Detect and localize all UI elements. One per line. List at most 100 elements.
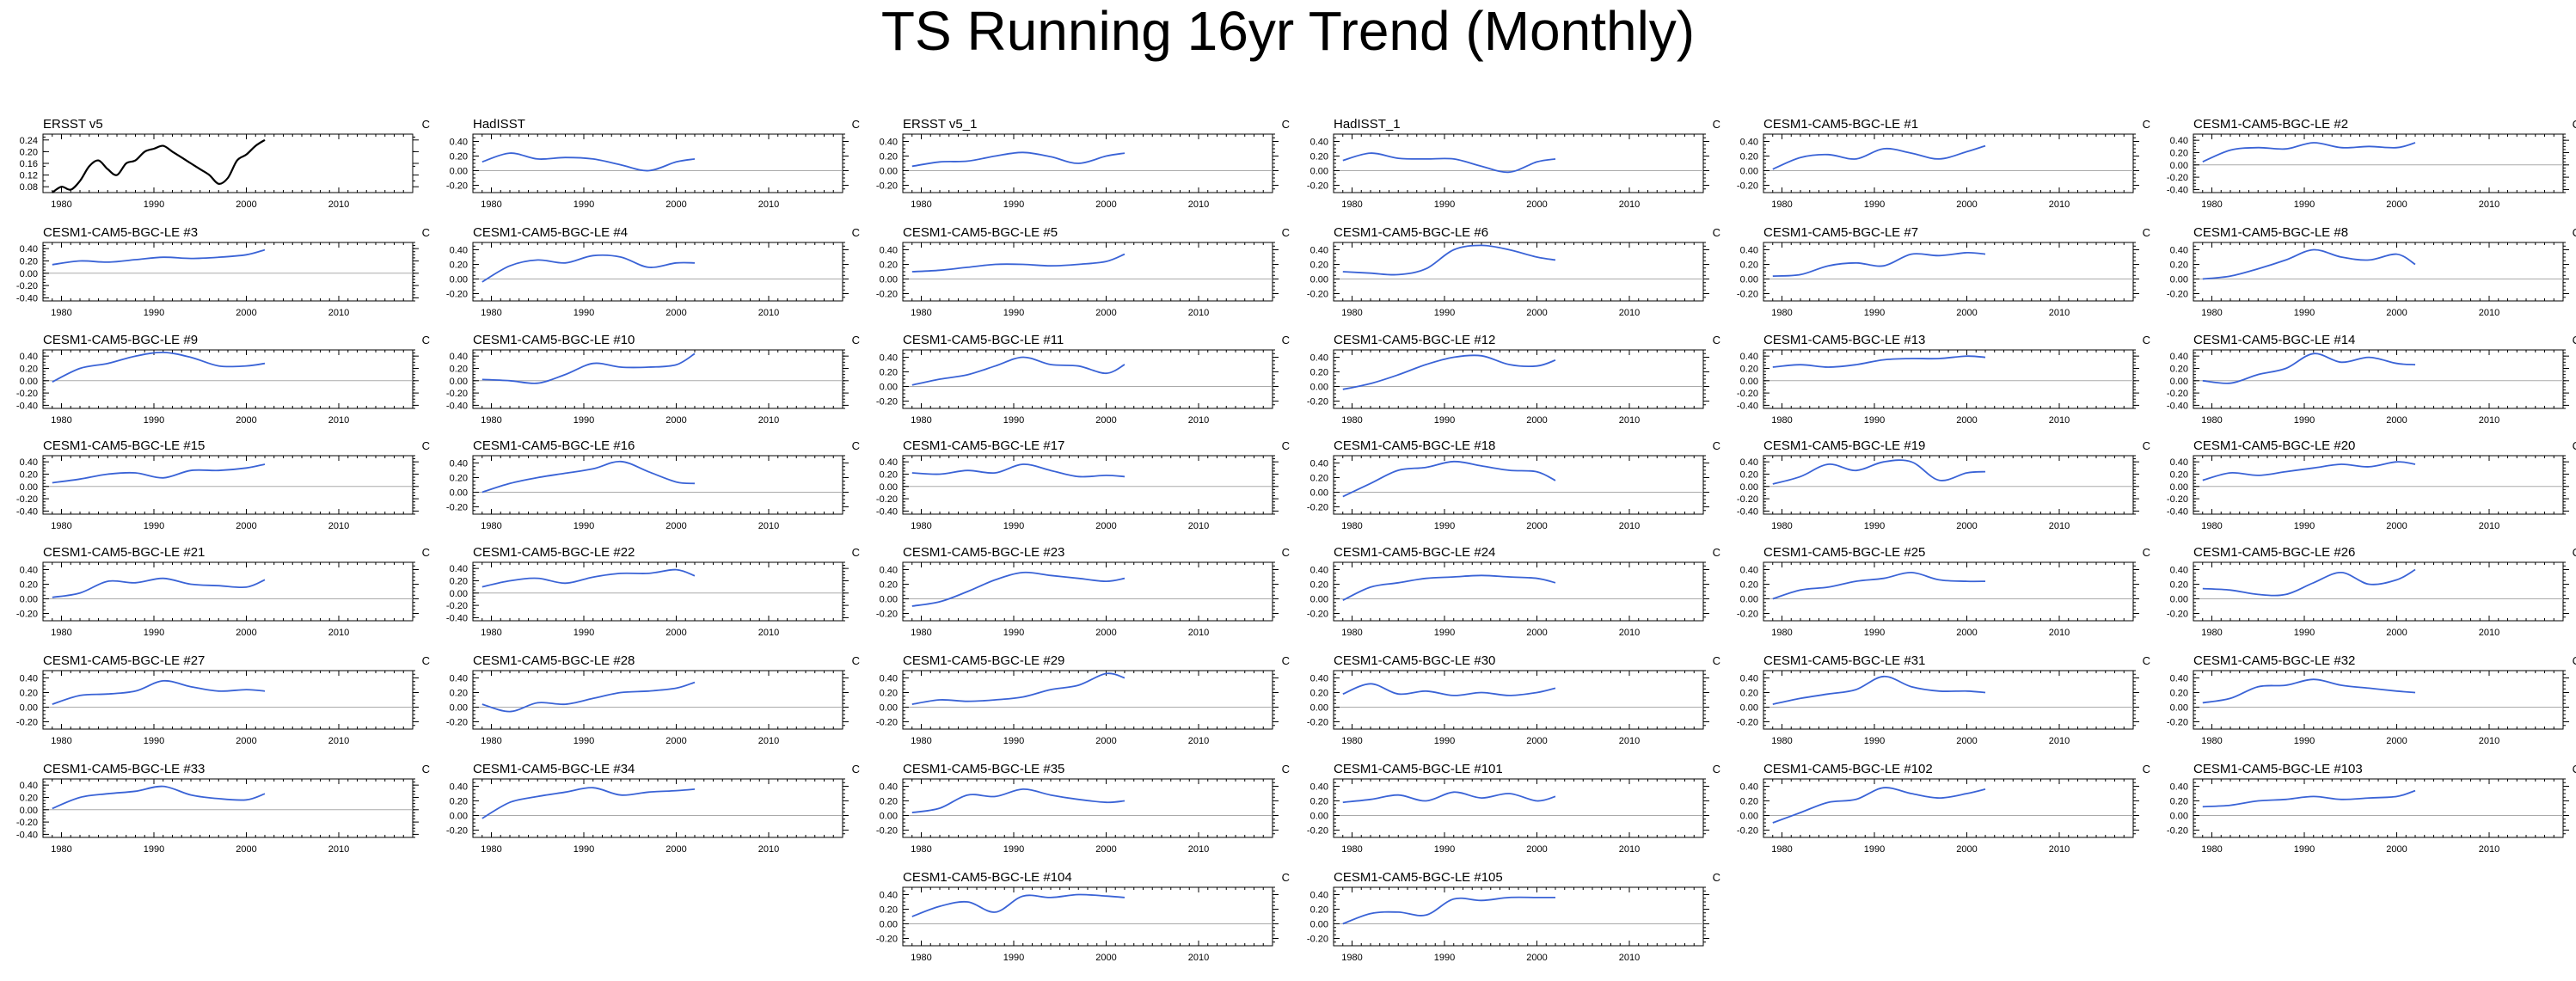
chart-panel: CESM1-CAM5-BGC-LE #8 C 0.40 0.20 0.00 -0.20 19… xyxy=(2167,225,2576,318)
panel-title: CESM1-CAM5-BGC-LE #4 xyxy=(473,225,628,240)
x-tick-label: 2000 xyxy=(1095,736,1116,746)
series-line xyxy=(481,568,696,588)
chart-panel: CESM1-CAM5-BGC-LE #16 C 0.40 0.20 0.00 -0.20 1… xyxy=(446,438,860,531)
x-tick-label: 2010 xyxy=(1188,199,1209,210)
panel-title: CESM1-CAM5-BGC-LE #33 xyxy=(43,762,205,776)
y-tick-label: 0.40 xyxy=(20,244,38,254)
x-tick-label: 1990 xyxy=(1003,628,1024,638)
y-tick-label: 0.20 xyxy=(20,147,38,157)
y-tick-label: -0.40 xyxy=(16,506,38,517)
x-tick-label: 2000 xyxy=(1956,521,1977,531)
y-tick-label: -0.20 xyxy=(16,718,38,728)
x-tick-label: 2010 xyxy=(1188,736,1209,746)
series-line xyxy=(2202,248,2416,280)
x-tick-label: 1980 xyxy=(1771,521,1792,531)
series-line xyxy=(52,138,266,193)
y-tick-label: 0.20 xyxy=(1310,368,1328,378)
x-tick-label: 2010 xyxy=(1188,628,1209,638)
y-tick-label: 0.40 xyxy=(20,352,38,362)
x-tick-label: 2000 xyxy=(1526,199,1547,210)
panel-title: CESM1-CAM5-BGC-LE #21 xyxy=(43,545,205,560)
x-tick-label: 1980 xyxy=(911,736,931,746)
y-tick-label: 0.40 xyxy=(20,781,38,791)
panel-title: CESM1-CAM5-BGC-LE #17 xyxy=(903,438,1064,453)
x-tick-label: 1990 xyxy=(144,308,164,318)
x-tick-label: 1990 xyxy=(144,521,164,531)
y-tick-label: -0.20 xyxy=(876,718,898,728)
y-tick-label: 0.40 xyxy=(1740,246,1758,256)
x-tick-label: 2010 xyxy=(2049,308,2070,318)
y-tick-label: 0.00 xyxy=(2170,703,2188,714)
panel-title: CESM1-CAM5-BGC-LE #10 xyxy=(473,333,635,347)
y-tick-label: 0.12 xyxy=(20,171,38,181)
series-line xyxy=(1772,675,1986,705)
y-tick-label: 0.20 xyxy=(450,364,468,374)
panel-title: CESM1-CAM5-BGC-LE #7 xyxy=(1763,225,1918,240)
x-tick-label: 2000 xyxy=(665,308,686,318)
x-tick-label: 1980 xyxy=(481,308,501,318)
y-tick-label: -0.40 xyxy=(2167,185,2188,195)
units-label: C xyxy=(2573,546,2576,559)
x-tick-label: 1990 xyxy=(1434,736,1455,746)
x-tick-label: 1980 xyxy=(51,844,71,855)
series-line xyxy=(2202,142,2416,163)
plot-frame xyxy=(1333,133,1704,193)
panel-title: CESM1-CAM5-BGC-LE #5 xyxy=(903,225,1058,240)
x-tick-label: 2000 xyxy=(236,521,256,531)
y-tick-label: 0.40 xyxy=(1310,246,1328,256)
units-label: C xyxy=(2573,226,2576,239)
units-label: C xyxy=(1713,546,1720,559)
y-tick-label: -0.20 xyxy=(16,818,38,828)
y-tick-label: -0.40 xyxy=(876,506,898,517)
plot-frame xyxy=(1763,561,2134,622)
x-tick-label: 2000 xyxy=(236,308,256,318)
y-tick-label: 0.20 xyxy=(880,261,898,271)
y-tick-label: 0.40 xyxy=(2170,457,2188,468)
plot-frame xyxy=(1333,349,1704,409)
y-tick-label: 0.00 xyxy=(20,806,38,816)
x-tick-label: 1980 xyxy=(2201,521,2222,531)
x-tick-label: 1980 xyxy=(2201,628,2222,638)
y-tick-label: -0.40 xyxy=(16,401,38,411)
y-tick-label: 0.00 xyxy=(1740,167,1758,177)
plot-frame xyxy=(902,242,1273,302)
x-tick-label: 1990 xyxy=(573,199,594,210)
units-label: C xyxy=(1713,654,1720,667)
y-tick-label: 0.20 xyxy=(20,256,38,267)
x-tick-label: 1980 xyxy=(51,308,71,318)
x-tick-label: 2010 xyxy=(328,199,349,210)
y-tick-label: 0.40 xyxy=(1740,138,1758,148)
series-line xyxy=(52,351,266,383)
y-tick-label: 0.40 xyxy=(880,566,898,576)
page-title: TS Running 16yr Trend (Monthly) xyxy=(880,0,1696,62)
x-tick-label: 1990 xyxy=(2294,415,2315,426)
y-tick-label: 0.20 xyxy=(880,368,898,378)
y-tick-label: 0.20 xyxy=(20,469,38,480)
y-tick-label: 0.00 xyxy=(1740,275,1758,285)
x-tick-label: 1980 xyxy=(51,199,71,210)
x-tick-label: 2000 xyxy=(665,521,686,531)
x-tick-label: 2000 xyxy=(236,844,256,855)
y-tick-label: 0.00 xyxy=(1740,703,1758,714)
x-tick-label: 1980 xyxy=(911,199,931,210)
x-tick-label: 1990 xyxy=(1003,736,1024,746)
chart-panel: CESM1-CAM5-BGC-LE #3 C 0.40 0.20 0.00 -0.20 -0… xyxy=(16,225,430,318)
chart-panel: CESM1-CAM5-BGC-LE #13 C 0.40 0.20 0.00 -0.20 -… xyxy=(1737,333,2150,426)
series-line xyxy=(1342,460,1556,498)
x-tick-label: 2000 xyxy=(2386,199,2407,210)
x-tick-label: 2000 xyxy=(665,199,686,210)
y-tick-label: 0.20 xyxy=(20,793,38,803)
chart-panel: CESM1-CAM5-BGC-LE #31 C 0.40 0.20 0.00 -0.20 1… xyxy=(1737,653,2150,746)
y-tick-label: 0.00 xyxy=(1740,482,1758,493)
units-label: C xyxy=(1713,334,1720,346)
y-tick-label: 0.00 xyxy=(1310,703,1328,714)
chart-panel: CESM1-CAM5-BGC-LE #10 C 0.40 0.20 0.00 -0.20 -… xyxy=(446,333,860,426)
y-tick-label: 0.16 xyxy=(20,159,38,169)
y-tick-label: 0.00 xyxy=(2170,275,2188,285)
y-tick-label: 0.40 xyxy=(1310,138,1328,148)
y-tick-label: -0.20 xyxy=(16,494,38,505)
series-line xyxy=(481,152,696,172)
y-tick-label: 0.40 xyxy=(1310,674,1328,684)
y-tick-label: 0.20 xyxy=(2170,364,2188,374)
x-tick-label: 2010 xyxy=(1188,308,1209,318)
